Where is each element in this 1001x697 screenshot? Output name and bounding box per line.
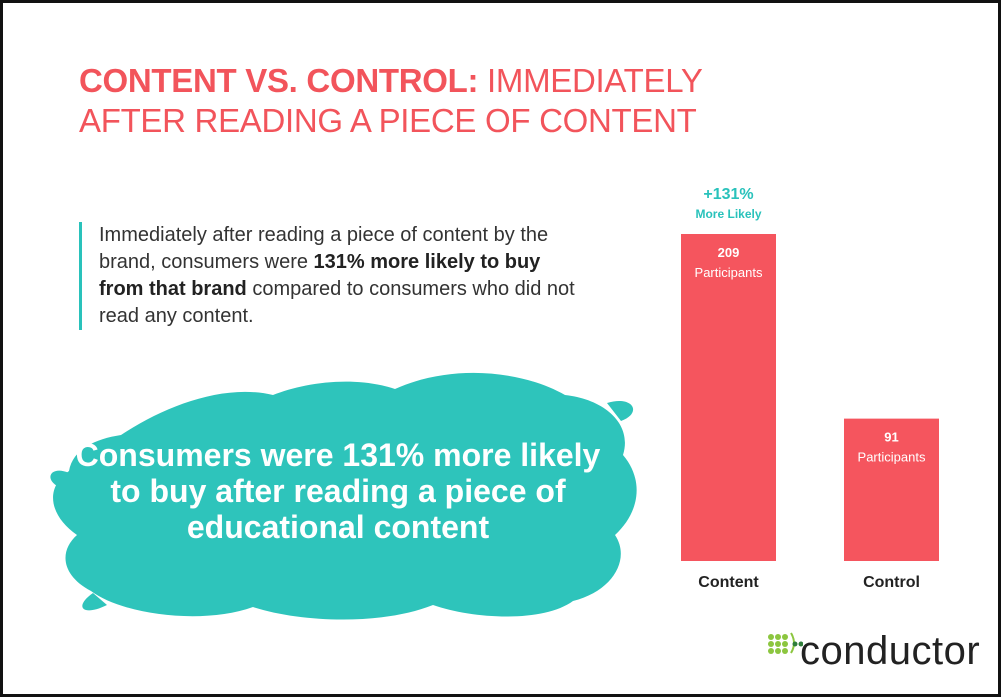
- bar-unit-label: Participants: [858, 450, 926, 465]
- annotation-value: +131%: [703, 186, 753, 203]
- description-part1: Immediately after reading a piece of con…: [99, 224, 549, 273]
- description-bold: 131% more likely to buy from that brand: [99, 251, 541, 300]
- bar-control: [844, 418, 939, 561]
- conductor-logo: conductor: [767, 627, 987, 683]
- brush-splash: [53, 372, 637, 620]
- bar-value-label: 91: [884, 430, 898, 445]
- page-title: CONTENT VS. CONTROL: IMMEDIATELY AFTER R…: [79, 61, 799, 141]
- description-part2: compared to consumers who did not read a…: [99, 278, 575, 327]
- description-paragraph: Immediately after reading a piece of con…: [79, 222, 589, 330]
- bar-chart: 209 Participants Content +131% More Likely 91…: [681, 186, 939, 591]
- bar-value-label: 209: [718, 245, 740, 260]
- category-label: Control: [863, 574, 920, 591]
- brush-splash-shape: [50, 372, 637, 620]
- bar-unit-label: Participants: [695, 265, 763, 280]
- callout-text: Consumers were 131% more likely to buy a…: [75, 437, 601, 545]
- logo-wordmark: conductor: [800, 629, 981, 673]
- annotation-text: More Likely: [695, 207, 761, 221]
- title-light: IMMEDIATELY AFTER READING A PIECE OF CON…: [79, 62, 702, 139]
- title-bold: CONTENT VS. CONTROL:: [79, 62, 479, 99]
- conductor-dots-logo-icon: [768, 632, 803, 654]
- bar-content: [681, 234, 776, 561]
- category-label: Content: [698, 574, 759, 591]
